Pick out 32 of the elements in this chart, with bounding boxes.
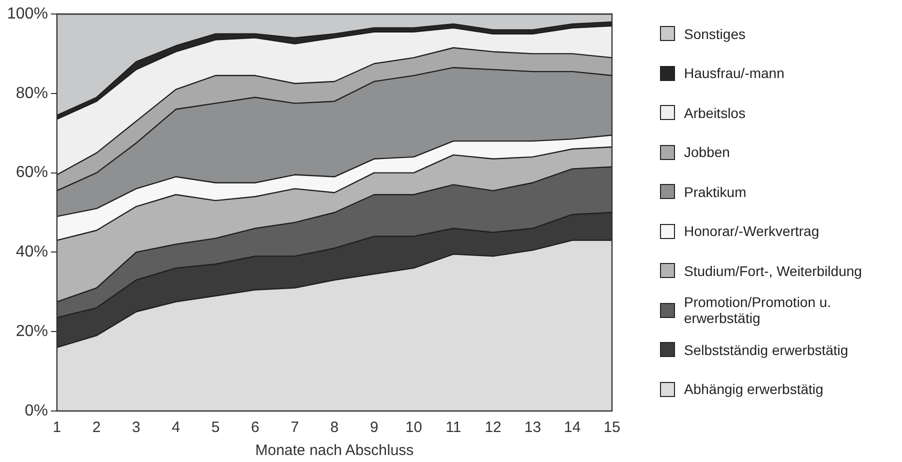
legend-label: Studium/Fort-, Weiterbildung [684, 262, 862, 279]
x-tick-label: 4 [172, 419, 180, 436]
legend-label: Hausfrau/-mann [684, 65, 784, 82]
y-tick-label: 40% [16, 244, 48, 261]
legend-label: Arbeitslos [684, 104, 746, 121]
x-tick-label: 12 [484, 419, 502, 436]
x-tick-label: 3 [132, 419, 140, 436]
x-tick-label: 2 [92, 419, 101, 436]
x-axis-title: Monate nach Abschluss [255, 442, 414, 460]
legend-label: Praktikum [684, 184, 746, 200]
y-tick-label: 60% [16, 164, 48, 182]
legend-label: Sonstiges [684, 26, 746, 42]
x-tick-label: 13 [524, 419, 542, 436]
x-tick-label: 14 [564, 419, 581, 436]
x-tick-label: 11 [446, 419, 462, 436]
x-tick-label: 5 [211, 419, 220, 436]
y-tick-label: 80% [16, 84, 48, 102]
x-tick-label: 7 [290, 419, 299, 436]
legend-label: Honorar/-Werkvertrag [684, 223, 820, 240]
x-tick-label: 15 [604, 419, 620, 436]
legend-label: Jobben [684, 144, 730, 160]
x-tick-label: 9 [370, 419, 378, 436]
y-tick-label: 0% [24, 402, 48, 420]
legend-label: Abhängig erwerbstätig [684, 381, 824, 398]
legend-label: Promotion/Promotion u. erwerbstätig [684, 294, 832, 326]
y-tick-label: 20% [16, 323, 48, 340]
legend-label: Selbstständig erwerbstätig [684, 342, 848, 358]
x-tick-label: 8 [330, 419, 339, 436]
x-tick-label: 1 [52, 419, 62, 436]
x-tick-label: 6 [250, 419, 260, 436]
x-tick-label: 10 [405, 419, 422, 436]
y-tick-label: 100% [7, 5, 48, 22]
